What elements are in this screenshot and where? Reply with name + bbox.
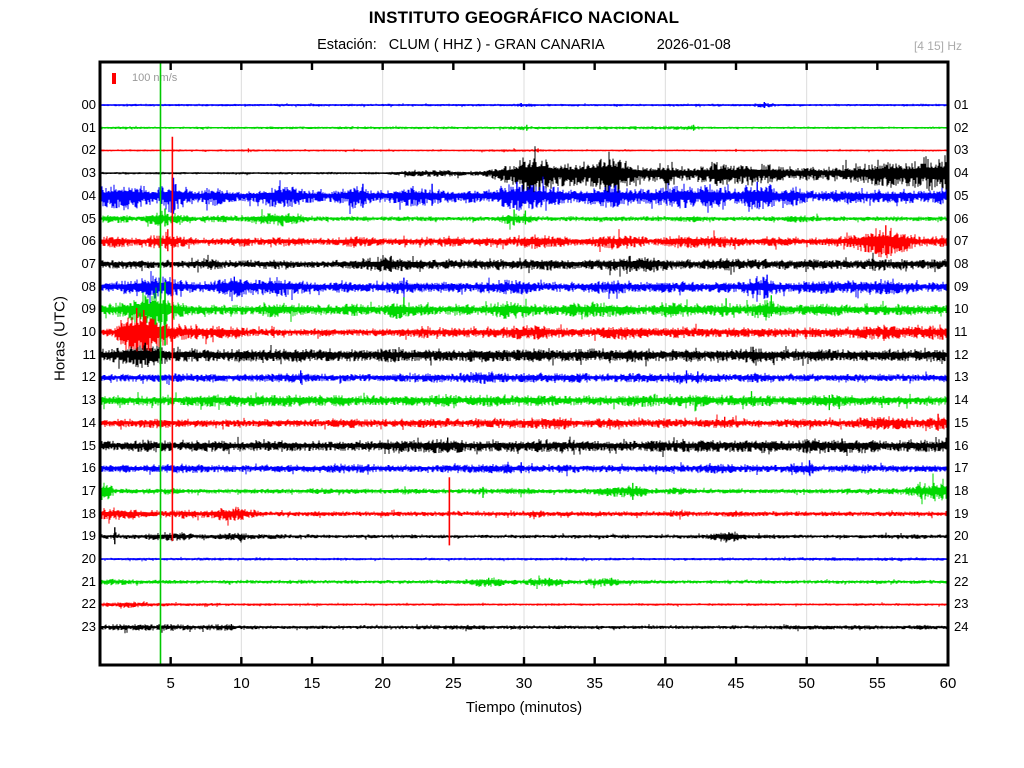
x-tick-label-40: 40 <box>656 675 674 692</box>
trace-spikes-10 <box>136 308 145 354</box>
x-tick-label-5: 5 <box>166 675 175 692</box>
hour-label-left-10: 10 <box>81 324 96 339</box>
x-axis-label: Tiempo (minutos) <box>465 699 583 716</box>
hour-label-left-06: 06 <box>81 233 96 249</box>
trace-spikes-15 <box>447 437 843 453</box>
filter-band-label: [4 15] Hz <box>913 39 962 53</box>
hour-label-left-20: 20 <box>81 551 96 566</box>
x-tick-label-10: 10 <box>232 675 250 692</box>
hour-label-right-19: 19 <box>954 505 969 521</box>
scale-bar-icon <box>112 73 116 84</box>
hour-label-left-19: 19 <box>81 528 96 544</box>
hour-label-left-13: 13 <box>81 392 96 408</box>
hour-label-right-05: 05 <box>954 187 969 203</box>
station-label: Estación: <box>317 37 377 53</box>
hour-label-right-06: 06 <box>954 210 969 226</box>
trace-spikes-00 <box>520 102 765 108</box>
hour-label-right-15: 15 <box>954 414 969 430</box>
trace-spikes-21 <box>488 577 613 586</box>
trace-spikes-11 <box>144 342 754 365</box>
trace-spikes-02 <box>247 148 737 153</box>
x-tick-label-45: 45 <box>727 675 745 692</box>
hour-label-left-16: 16 <box>81 460 96 476</box>
hour-label-left-15: 15 <box>81 437 96 453</box>
trace-spikes-17 <box>482 482 935 500</box>
trace-spikes-12 <box>300 370 699 384</box>
hour-label-right-10: 10 <box>954 301 969 317</box>
scale-bar-label: 100 nm/s <box>132 72 178 84</box>
hour-label-right-18: 18 <box>954 482 969 498</box>
hour-label-left-12: 12 <box>81 369 96 385</box>
hour-label-right-16: 16 <box>954 437 969 453</box>
hour-label-left-11: 11 <box>82 346 97 362</box>
hour-label-left-22: 22 <box>81 596 96 612</box>
x-tick-label-55: 55 <box>868 675 886 692</box>
axis-ticks <box>169 62 950 665</box>
hour-label-left-18: 18 <box>81 505 96 521</box>
trace-spikes-06 <box>167 225 887 256</box>
trace-spikes-04 <box>172 177 758 214</box>
hour-label-left-01: 01 <box>81 119 96 135</box>
hour-label-right-23: 23 <box>954 596 969 612</box>
trace-spikes-14 <box>724 413 939 431</box>
x-tick-label-25: 25 <box>444 675 462 692</box>
hour-label-right-13: 13 <box>954 369 969 385</box>
hour-label-right-17: 17 <box>954 460 969 476</box>
hour-label-right-11: 11 <box>954 324 968 339</box>
x-tick-label-50: 50 <box>798 675 815 692</box>
hour-label-left-23: 23 <box>81 619 96 635</box>
station-line: Estación: CLUM ( HHZ ) - GRAN CANARIA 20… <box>0 37 1024 53</box>
hour-label-right-20: 20 <box>954 528 969 544</box>
hour-label-left-21: 21 <box>81 573 96 589</box>
trace-spikes-13 <box>750 391 840 411</box>
trace-spikes-01 <box>526 124 695 131</box>
hour-label-left-09: 09 <box>81 301 96 317</box>
trace-spikes-07 <box>390 255 631 272</box>
trace-spikes-18 <box>235 508 737 518</box>
hour-label-right-02: 02 <box>954 119 969 135</box>
hour-label-right-01: 01 <box>954 97 969 112</box>
hour-label-left-07: 07 <box>81 255 96 271</box>
x-tick-label-20: 20 <box>374 675 391 692</box>
page-title: INSTITUTO GEOGRÁFICO NACIONAL <box>368 8 680 27</box>
trace-spikes-20 <box>565 557 836 561</box>
trace-spikes-08 <box>233 274 768 295</box>
hour-label-right-09: 09 <box>954 278 969 294</box>
hour-label-left-08: 08 <box>81 278 96 294</box>
hour-label-right-24: 24 <box>954 619 969 635</box>
x-tick-label-60: 60 <box>939 675 957 692</box>
trace-spikes-05 <box>164 208 527 227</box>
hour-label-right-04: 04 <box>954 165 969 181</box>
x-tick-label-15: 15 <box>303 675 321 692</box>
hour-label-right-12: 12 <box>954 346 969 362</box>
hour-label-right-14: 14 <box>954 392 969 408</box>
trace-spikes-19 <box>114 527 730 545</box>
hour-label-left-14: 14 <box>81 414 96 430</box>
hour-label-left-17: 17 <box>81 482 96 498</box>
trace-spikes-16 <box>520 460 811 476</box>
hour-label-right-08: 08 <box>954 255 969 271</box>
hour-label-left-05: 05 <box>81 210 96 226</box>
x-tick-label-35: 35 <box>586 675 603 692</box>
x-tick-label-30: 30 <box>515 675 533 692</box>
hour-label-left-04: 04 <box>81 187 96 203</box>
station-name: CLUM ( HHZ ) - GRAN CANARIA <box>388 37 605 53</box>
hour-label-right-22: 22 <box>954 573 969 589</box>
hour-label-right-21: 21 <box>954 551 969 566</box>
trace-layer <box>100 102 948 634</box>
hour-label-left-00: 00 <box>81 97 96 112</box>
hour-label-left-03: 03 <box>81 165 96 181</box>
hour-label-right-03: 03 <box>954 142 969 158</box>
hour-label-left-02: 02 <box>81 142 96 158</box>
plot-frame <box>98 60 950 667</box>
record-date: 2026-01-08 <box>656 37 731 53</box>
trace-spikes-09 <box>403 295 772 317</box>
hour-label-right-07: 07 <box>954 233 969 249</box>
